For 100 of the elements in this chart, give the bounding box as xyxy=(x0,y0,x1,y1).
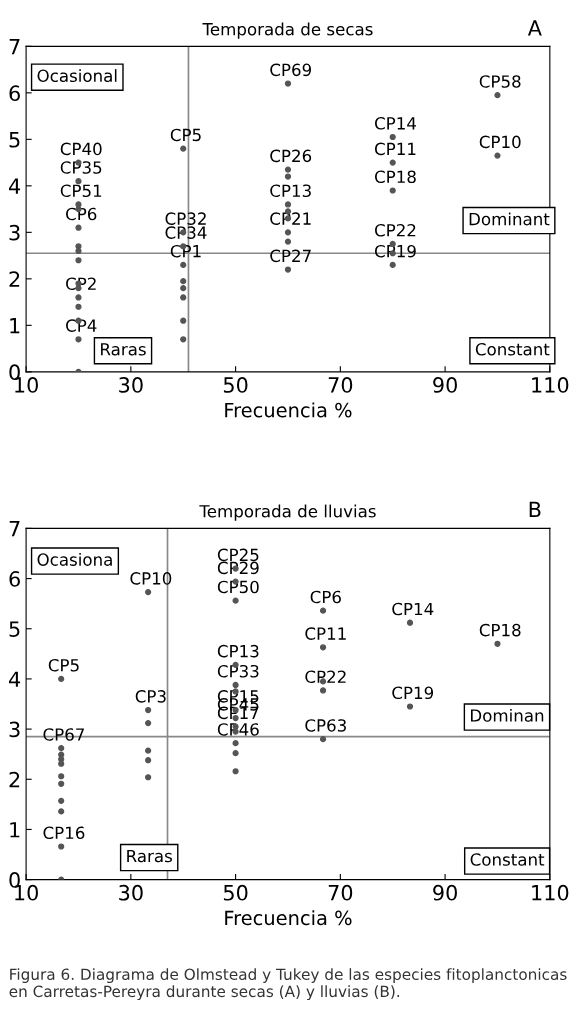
point xyxy=(389,261,396,268)
point xyxy=(145,589,152,596)
x-tick-label: 90 xyxy=(433,884,457,901)
annotation: CP19 xyxy=(392,686,434,700)
point xyxy=(75,303,82,310)
point xyxy=(58,808,65,815)
annotation: CP14 xyxy=(392,602,434,616)
point xyxy=(232,740,239,747)
chart-title: Temporada de lluvias xyxy=(199,504,376,521)
point xyxy=(494,640,501,647)
point xyxy=(232,750,239,757)
point xyxy=(232,597,239,604)
y-tick-label: 2 xyxy=(9,271,20,287)
annotation: CP22 xyxy=(305,670,346,684)
annotation: CP11 xyxy=(305,627,346,640)
point xyxy=(284,80,292,87)
point xyxy=(58,773,65,780)
point xyxy=(75,336,82,343)
y-tick-label: 1 xyxy=(10,318,20,334)
x-tick-label: 50 xyxy=(223,377,248,393)
point xyxy=(232,768,239,775)
text: A xyxy=(527,20,542,36)
annotation: CP67 xyxy=(43,728,84,741)
point xyxy=(180,294,187,301)
chart-title: Temporada de secas xyxy=(202,22,373,39)
point xyxy=(58,780,65,787)
annotation: CP58 xyxy=(479,75,521,88)
annotation: CP10 xyxy=(130,572,172,585)
point xyxy=(75,247,82,255)
point xyxy=(284,229,292,236)
point xyxy=(389,159,396,166)
x-tick-label: 70 xyxy=(328,884,353,901)
annotation: CP50 xyxy=(217,580,259,594)
y-tick-label: 6 xyxy=(9,571,20,587)
annotation: CP13 xyxy=(270,184,311,198)
x-axis-title: Frecuencia % xyxy=(225,402,352,418)
y-tick-label: 1 xyxy=(10,822,20,838)
annotation: CP19 xyxy=(374,244,416,258)
x-tick-label: 50 xyxy=(223,884,248,901)
text: Figura 6. Diagrama de Olmstead y Tukey de las especies fitoplanctonicas en Carretas-Pereyra durante secas (A) y lluvias (B). xyxy=(9,968,567,1001)
point xyxy=(180,145,187,152)
annotation: CP11 xyxy=(374,142,416,156)
annotation: CP18 xyxy=(479,623,521,637)
point xyxy=(58,756,65,763)
annotation: Dominant xyxy=(469,212,550,226)
point xyxy=(145,774,152,781)
point xyxy=(58,675,65,683)
annotation: Ocasiona xyxy=(37,552,112,566)
x-tick-label: 110 xyxy=(532,884,569,901)
point xyxy=(319,607,327,614)
point xyxy=(406,619,414,626)
annotation: Constant xyxy=(475,342,550,356)
point xyxy=(145,747,152,754)
y-tick-label: 7 xyxy=(9,521,20,537)
point xyxy=(75,243,82,250)
point xyxy=(58,797,65,804)
point xyxy=(180,317,187,324)
point xyxy=(145,757,152,764)
y-tick-label: 4 xyxy=(9,671,21,687)
annotation: CP16 xyxy=(43,826,85,840)
point xyxy=(494,92,501,99)
y-tick-label: 2 xyxy=(9,771,20,788)
point xyxy=(75,224,82,231)
y-tick-label: 4 xyxy=(9,178,21,194)
point xyxy=(319,644,327,651)
annotation: CP40 xyxy=(60,142,102,156)
point xyxy=(319,687,327,694)
annotation: Raras xyxy=(101,343,146,356)
x-tick-label: 70 xyxy=(328,377,353,393)
point xyxy=(284,166,292,173)
y-tick-label: 5 xyxy=(9,132,20,148)
annotation: CP33 xyxy=(217,664,259,678)
annotation: CP25 xyxy=(217,548,259,562)
y-tick-label: 3 xyxy=(9,224,20,241)
y-tick-label: 6 xyxy=(9,85,20,102)
point xyxy=(284,173,292,180)
x-tick-label: 30 xyxy=(119,377,143,393)
point xyxy=(75,294,82,301)
point xyxy=(494,152,501,159)
annotation: CP5 xyxy=(48,658,79,672)
point xyxy=(58,843,65,850)
x-tick-label: 90 xyxy=(433,377,457,393)
point xyxy=(284,238,292,245)
x-axis-title: Frecuencia % xyxy=(225,910,352,926)
annotation: CP10 xyxy=(479,135,521,149)
point xyxy=(284,201,292,208)
point xyxy=(319,736,327,743)
point xyxy=(180,278,187,285)
point xyxy=(75,257,82,264)
annotation: CP5 xyxy=(170,128,201,142)
point xyxy=(145,706,152,714)
annotation: CP51 xyxy=(60,184,102,198)
y-tick-label: 3 xyxy=(9,721,20,738)
point xyxy=(58,745,65,752)
annotation: Constant xyxy=(470,853,545,866)
x-tick-label: 30 xyxy=(119,884,143,901)
point xyxy=(284,266,292,273)
annotation: CP29 xyxy=(217,561,259,575)
annotation: Ocasional xyxy=(37,69,117,83)
point xyxy=(406,703,414,710)
